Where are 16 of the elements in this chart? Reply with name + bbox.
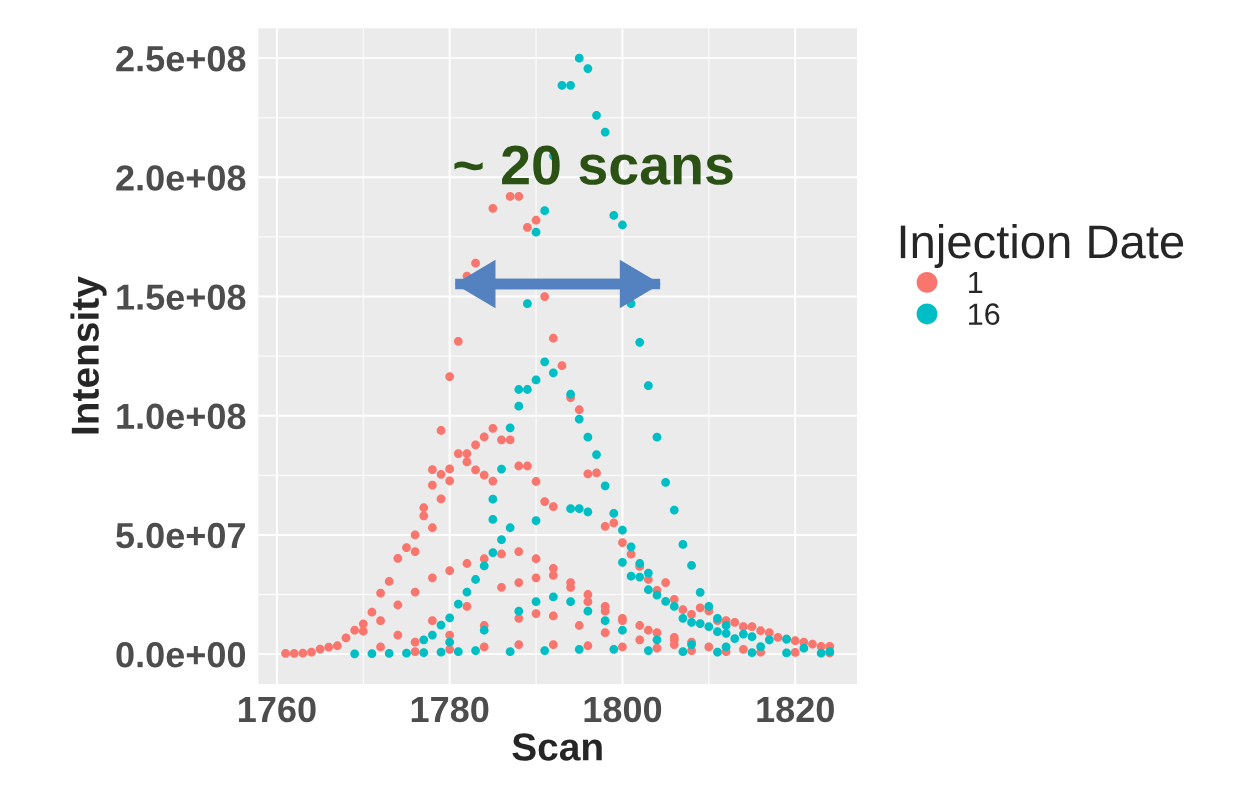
x-axis-title: Scan — [512, 733, 602, 761]
x-tick-label: 1820 — [757, 696, 834, 723]
x-tick-label: 1760 — [239, 696, 316, 723]
y-axis-title: Intensity — [70, 276, 107, 434]
y-tick-label: 1.0e+08 — [117, 403, 246, 430]
y-tick-label: 2.0e+08 — [116, 165, 246, 191]
legend-title: Injection Date — [900, 223, 1184, 268]
y-tick-label: 2.5e+08 — [116, 46, 246, 72]
legend-label: 16 — [969, 303, 1000, 325]
y-tick-label: 5.0e+07 — [116, 522, 245, 549]
legend-label: 1 — [969, 272, 983, 294]
y-tick-label: 1.5e+08 — [117, 284, 246, 310]
x-tick-label: 1780 — [411, 696, 489, 723]
x-tick-label: 1800 — [584, 696, 662, 723]
y-tick-label: 0.0e+00 — [116, 641, 246, 668]
annotation: ~ 20 scans — [454, 145, 733, 185]
